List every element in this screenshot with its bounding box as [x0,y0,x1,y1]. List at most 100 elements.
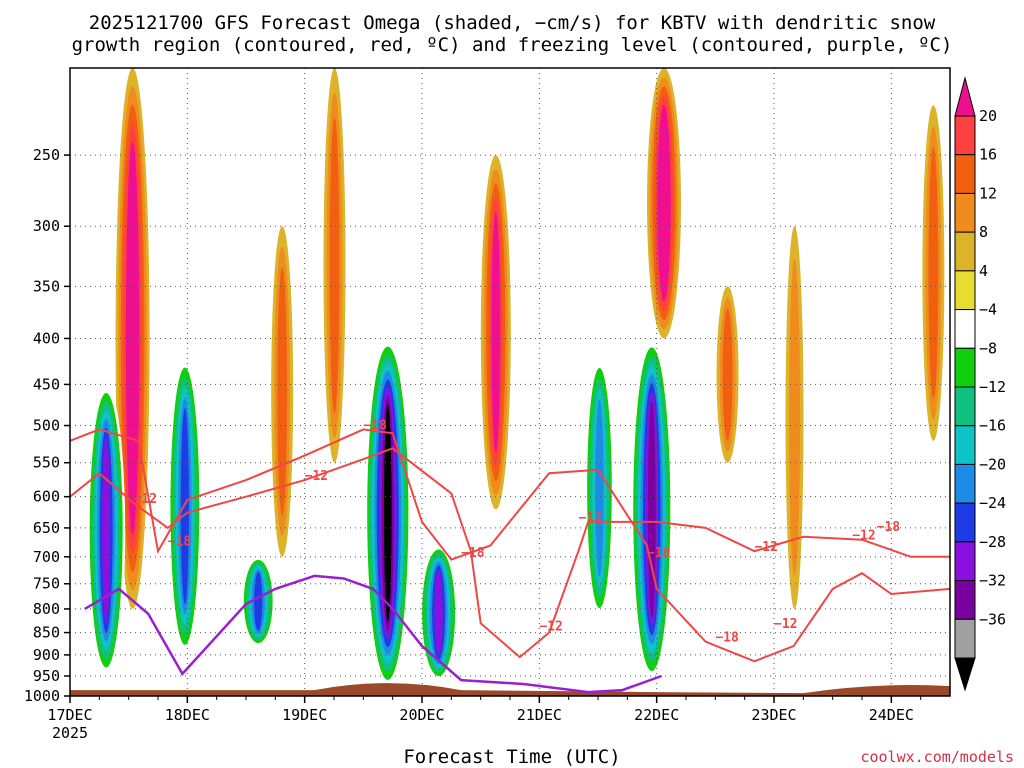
omega-feature-0 [115,68,150,609]
colorbar-label: −36 [979,610,1006,628]
y-tick-label: 700 [33,548,60,566]
y-tick-label: 350 [33,277,60,295]
colorbar-label: −24 [979,494,1006,512]
x-tick-label: 24DEC [869,706,914,724]
omega-feature-10 [647,68,681,339]
omega-shade [102,436,111,625]
omega-shade [722,308,733,441]
dgz-minus12-contour [70,447,950,659]
colorbar-box [954,115,976,156]
omega-shade [128,160,137,517]
y-tick-label: 850 [33,624,60,642]
colorbar-box [954,192,976,233]
x-tick-label: 20DEC [399,706,444,724]
terrain-surface [70,683,950,696]
y-tick-label: 450 [33,375,60,393]
colorbar-box [954,270,976,311]
dgz-contour-label: −12 [578,511,601,526]
y-tick-label: 750 [33,575,60,593]
colorbar-box [954,618,976,659]
omega-feature-8 [480,155,511,510]
dgz-contour-label: −12 [539,619,562,634]
omega-feature-4 [241,556,276,647]
colorbar-label: −12 [979,378,1006,396]
credit-link[interactable]: coolwx.com/models [860,748,1014,766]
colorbar-box [954,309,976,349]
omega-shade [383,404,392,623]
omega-shade [254,572,263,631]
y-tick-label: 300 [33,217,60,235]
colorbar-label: 12 [979,184,997,202]
colorbar-box [954,541,976,582]
omega-shade [180,408,190,605]
dgz-contour-label: −12 [774,617,797,632]
dgz-minus18-contour [70,428,950,663]
omega-feature-2 [167,357,202,655]
colorbar-box [954,386,976,427]
omega-feature-9 [584,357,615,619]
x-tick-label: 18DEC [165,706,210,724]
colorbar-box [954,347,976,388]
colorbar-box [954,425,976,465]
omega-shade [659,114,669,293]
x-tick-label: 23DEC [751,706,796,724]
colorbar-bottom-triangle [954,657,976,692]
omega-shade [928,147,939,399]
y-tick-label: 600 [33,488,60,506]
omega-shade [277,267,288,516]
dgz-contour-label: −18 [363,418,387,433]
omega-shade [434,569,443,657]
y-tick-label: 950 [33,667,60,685]
omega-feature-3 [271,226,294,557]
colorbar-label: −4 [979,301,997,319]
x-axis-label: Forecast Time (UTC) [403,746,621,768]
dgz-contour-label: −12 [134,492,157,507]
y-tick-label: 900 [33,646,60,664]
colorbar-label: 16 [979,146,997,164]
omega-feature-11 [630,338,673,681]
omega-feature-5 [323,68,346,463]
y-tick-label: 650 [33,519,60,537]
dgz-contour-label: −18 [461,546,485,561]
omega-feature-12 [716,286,739,463]
y-tick-label: 250 [33,146,60,164]
omega-feature-13 [785,226,804,609]
dgz-contour-label: −18 [877,520,901,535]
omega-shade [491,212,501,453]
x-tick-label: 22DEC [634,706,679,724]
x-tick-label: 19DEC [282,706,327,724]
omega-shade [595,399,604,577]
y-tick-label: 400 [33,329,60,347]
colorbar-label: 8 [979,223,988,241]
omega-feature-14 [922,105,945,441]
x-year-label: 2025 [52,724,88,742]
dgz-contour-label: −12 [754,540,777,555]
omega-shade [788,259,801,576]
dgz-contour-label: −12 [852,529,875,544]
y-tick-label: 500 [33,417,60,435]
y-tick-label: 800 [33,600,60,618]
colorbar-top-triangle [954,76,976,117]
dgz-contour-label: −18 [647,546,671,561]
dgz-contour-label: −18 [168,535,192,550]
omega-shade [647,401,656,618]
colorbar-box [954,580,976,620]
colorbar-label: 4 [979,262,988,280]
colorbar-box [954,154,976,194]
omega-feature-1 [87,384,126,676]
omega-shade [329,117,340,414]
colorbar-label: −16 [979,417,1006,435]
x-tick-label: 21DEC [517,706,562,724]
dgz-contour-label: −12 [305,469,328,484]
omega-feature-6 [364,338,411,689]
colorbar-label: −32 [979,572,1006,590]
colorbar-box [954,231,976,272]
colorbar-label: −28 [979,533,1006,551]
chart-title-line-2: growth region (contoured, red, ºC) and f… [71,34,953,56]
y-tick-label: 1000 [24,687,60,705]
colorbar-box [954,463,976,504]
colorbar-label: 20 [979,107,997,125]
colorbar-box [954,502,976,543]
y-tick-label: 550 [33,454,60,472]
